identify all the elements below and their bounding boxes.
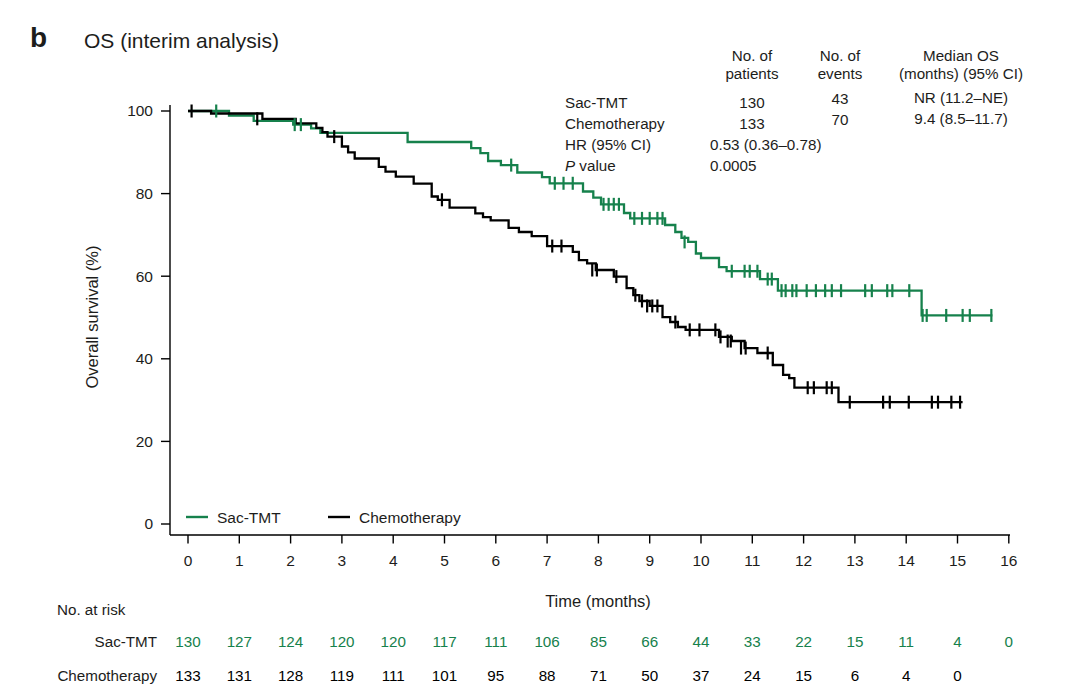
risk-count-sac-tmt-m7: 106 xyxy=(521,633,573,650)
y-tick-label: 80 xyxy=(136,185,154,202)
x-tick-label: 7 xyxy=(543,552,552,569)
y-tick-label: 20 xyxy=(136,433,154,450)
risk-row-label-chemotherapy: Chemotherapy xyxy=(0,667,157,684)
y-tick-label: 0 xyxy=(144,515,153,532)
risk-count-sac-tmt-m15: 4 xyxy=(932,633,984,650)
legend-label-chemotherapy: Chemotherapy xyxy=(359,509,461,526)
risk-count-chemotherapy-m3: 119 xyxy=(316,667,368,684)
risk-count-chemotherapy-m13: 6 xyxy=(829,667,881,684)
risk-count-sac-tmt-m13: 15 xyxy=(829,633,881,650)
risk-count-sac-tmt-m4: 120 xyxy=(367,633,419,650)
x-tick-label: 5 xyxy=(440,552,449,569)
risk-count-sac-tmt-m9: 66 xyxy=(624,633,676,650)
x-tick-label: 6 xyxy=(491,552,500,569)
risk-count-sac-tmt-m12: 22 xyxy=(778,633,830,650)
x-tick-label: 0 xyxy=(184,552,193,569)
x-tick-label: 15 xyxy=(949,552,966,569)
risk-row-label-sac-tmt: Sac-TMT xyxy=(0,633,157,650)
y-tick-label: 40 xyxy=(136,350,154,367)
x-tick-label: 12 xyxy=(795,552,812,569)
legend-label-sac-tmt: Sac-TMT xyxy=(217,509,281,526)
risk-count-chemotherapy-m1: 131 xyxy=(213,667,265,684)
risk-count-sac-tmt-m6: 111 xyxy=(470,633,522,650)
x-axis-title: Time (months) xyxy=(545,592,651,610)
km-figure-panel-b: b OS (interim analysis) No. of patients … xyxy=(0,0,1065,697)
risk-count-sac-tmt-m8: 85 xyxy=(572,633,624,650)
risk-table-title: No. at risk xyxy=(57,601,125,618)
risk-count-chemotherapy-m6: 95 xyxy=(470,667,522,684)
risk-count-chemotherapy-m7: 88 xyxy=(521,667,573,684)
x-tick-label: 3 xyxy=(338,552,347,569)
risk-count-sac-tmt-m0: 130 xyxy=(162,633,214,650)
risk-count-chemotherapy-m5: 101 xyxy=(419,667,471,684)
x-tick-label: 9 xyxy=(645,552,654,569)
km-survival-chart: 020406080100012345678910111213141516Time… xyxy=(0,0,1065,697)
risk-count-sac-tmt-m2: 124 xyxy=(265,633,317,650)
x-tick-label: 1 xyxy=(235,552,244,569)
x-tick-label: 13 xyxy=(846,552,863,569)
y-tick-label: 60 xyxy=(136,268,154,285)
x-tick-label: 11 xyxy=(744,552,760,569)
y-axis-title: Overall survival (%) xyxy=(83,245,101,388)
risk-count-chemotherapy-m11: 24 xyxy=(726,667,778,684)
axis-lines xyxy=(170,105,1010,535)
risk-count-sac-tmt-m14: 11 xyxy=(880,633,932,650)
risk-count-sac-tmt-m10: 44 xyxy=(675,633,727,650)
x-tick-label: 4 xyxy=(389,552,398,569)
risk-count-chemotherapy-m15: 0 xyxy=(932,667,984,684)
x-tick-label: 8 xyxy=(594,552,603,569)
x-tick-label: 14 xyxy=(898,552,916,569)
km-curve-chemotherapy xyxy=(188,111,963,402)
risk-count-sac-tmt-m1: 127 xyxy=(213,633,265,650)
risk-count-chemotherapy-m14: 4 xyxy=(880,667,932,684)
risk-count-sac-tmt-m11: 33 xyxy=(726,633,778,650)
risk-count-sac-tmt-m3: 120 xyxy=(316,633,368,650)
risk-count-sac-tmt-m16: 0 xyxy=(983,633,1035,650)
risk-count-sac-tmt-m5: 117 xyxy=(419,633,471,650)
x-tick-label: 16 xyxy=(1000,552,1017,569)
x-tick-label: 2 xyxy=(286,552,295,569)
risk-count-chemotherapy-m8: 71 xyxy=(572,667,624,684)
risk-count-chemotherapy-m4: 111 xyxy=(367,667,419,684)
risk-count-chemotherapy-m10: 37 xyxy=(675,667,727,684)
x-tick-label: 10 xyxy=(692,552,710,569)
y-tick-label: 100 xyxy=(127,102,153,119)
risk-count-chemotherapy-m2: 128 xyxy=(265,667,317,684)
risk-count-chemotherapy-m9: 50 xyxy=(624,667,676,684)
risk-count-chemotherapy-m12: 15 xyxy=(778,667,830,684)
risk-count-chemotherapy-m0: 133 xyxy=(162,667,214,684)
